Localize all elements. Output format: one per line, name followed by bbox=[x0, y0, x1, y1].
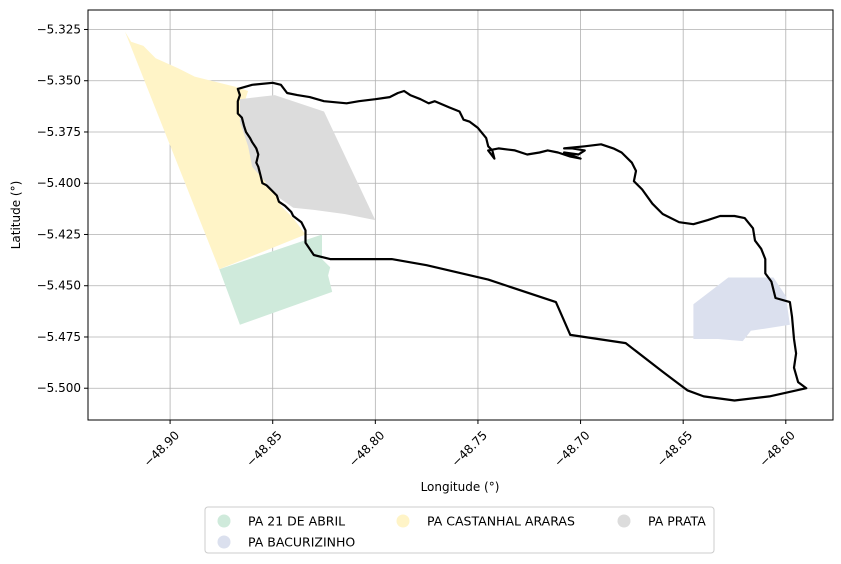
legend-label-pa-prata: PA PRATA bbox=[648, 514, 706, 529]
area-pa-castanhal-araras bbox=[124, 31, 306, 270]
legend-marker-pa-prata bbox=[617, 514, 631, 528]
x-tick-label: −48.75 bbox=[449, 428, 490, 469]
area-pa-bacurizinho bbox=[693, 277, 790, 342]
area-pa-prata bbox=[239, 95, 376, 221]
x-tick-label: −48.80 bbox=[346, 428, 387, 469]
legend-marker-pa-21-de-abril bbox=[217, 514, 231, 528]
y-tick-label: −5.325 bbox=[37, 22, 81, 36]
legend: PA 21 DE ABRIL PA BACURIZINHO PA CASTANHAL… bbox=[204, 506, 715, 554]
y-tick-label: −5.375 bbox=[37, 125, 81, 139]
x-tick-label: −48.70 bbox=[551, 428, 592, 469]
plot-frame bbox=[87, 9, 834, 421]
x-axis-label: Longitude (°) bbox=[421, 480, 500, 494]
y-tick-label: −5.425 bbox=[37, 227, 81, 241]
legend-label-pa-bacurizinho: PA BACURIZINHO bbox=[248, 535, 355, 550]
legend-marker-pa-castanhal-araras bbox=[396, 514, 410, 528]
area-pa-21-de-abril bbox=[219, 234, 333, 325]
legend-label-pa-21-de-abril: PA 21 DE ABRIL bbox=[248, 514, 345, 529]
boundary-line bbox=[236, 81, 808, 402]
x-tick-label: −48.65 bbox=[654, 428, 695, 469]
x-tick-label: −48.90 bbox=[141, 428, 182, 469]
boundary-outline bbox=[236, 81, 808, 402]
settlement-areas bbox=[124, 31, 790, 342]
x-tick-label: −48.60 bbox=[757, 428, 798, 469]
y-tick-label: −5.350 bbox=[37, 74, 81, 88]
legend-label-pa-castanhal-araras: PA CASTANHAL ARARAS bbox=[427, 514, 575, 529]
y-tick-label: −5.500 bbox=[37, 381, 81, 395]
y-tick-label: −5.400 bbox=[37, 176, 81, 190]
y-tick-label: −5.475 bbox=[37, 330, 81, 344]
y-axis-label: Latitude (°) bbox=[9, 181, 23, 250]
y-tick-label: −5.450 bbox=[37, 279, 81, 293]
x-tick-label: −48.85 bbox=[243, 428, 284, 469]
legend-marker-pa-bacurizinho bbox=[217, 535, 231, 549]
legend-frame bbox=[204, 506, 715, 554]
